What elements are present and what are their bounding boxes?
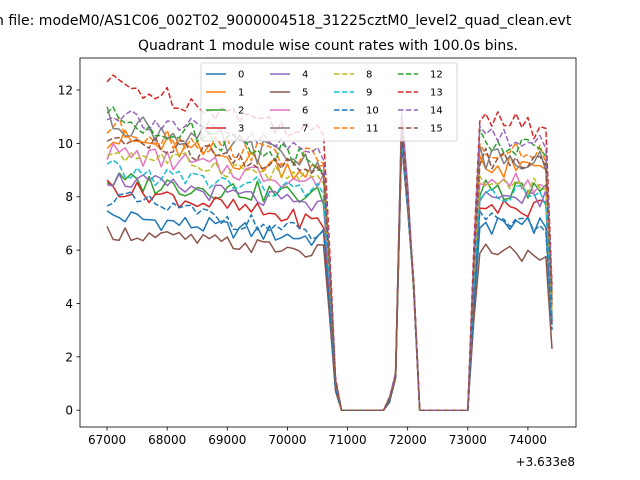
legend-label-9: 9 <box>366 88 372 99</box>
legend-label-11: 11 <box>366 124 379 135</box>
y-tick-label: 8 <box>65 190 73 204</box>
y-tick-label: 10 <box>58 137 73 151</box>
y-tick-label: 12 <box>58 84 73 98</box>
legend-label-3: 3 <box>238 124 244 135</box>
legend-label-14: 14 <box>430 106 443 117</box>
legend-label-8: 8 <box>366 70 372 81</box>
x-tick-label: 72000 <box>389 433 427 447</box>
y-tick-label: 6 <box>65 244 73 258</box>
x-tick-label: 71000 <box>328 433 366 447</box>
series-line-10 <box>106 139 553 411</box>
x-tick-label: 73000 <box>449 433 487 447</box>
x-tick-label: 69000 <box>208 433 246 447</box>
legend-label-1: 1 <box>238 88 244 99</box>
y-tick-label: 4 <box>65 297 73 311</box>
legend-label-7: 7 <box>302 124 308 135</box>
legend-box <box>200 62 458 142</box>
x-tick-label: 68000 <box>148 433 186 447</box>
plot-lines <box>106 74 553 411</box>
legend-label-13: 13 <box>430 88 443 99</box>
figure-suptitle: n file: modeM0/AS1C06_002T02_9000004518_… <box>0 13 572 29</box>
legend-label-12: 12 <box>430 70 443 81</box>
y-tick-label: 0 <box>65 404 73 418</box>
y-tick-label: 2 <box>65 350 73 364</box>
series-line-15 <box>106 129 553 411</box>
series-line-9 <box>106 137 553 411</box>
chart-title: Quadrant 1 module wise count rates with … <box>138 38 518 54</box>
legend-label-6: 6 <box>302 106 308 117</box>
legend-label-0: 0 <box>238 70 244 81</box>
x-tick-label: 74000 <box>509 433 547 447</box>
x-axis-offset-label: +3.633e8 <box>516 455 575 469</box>
x-tick-label: 70000 <box>268 433 306 447</box>
legend-label-2: 2 <box>238 106 244 117</box>
legend-label-15: 15 <box>430 124 443 135</box>
axes-frame <box>79 57 577 428</box>
x-axis-ticks: 67000 68000 69000 70000 71000 72000 73000 74000 <box>88 427 547 447</box>
x-tick-label: 67000 <box>88 433 126 447</box>
legend-label-10: 10 <box>366 106 379 117</box>
legend-label-4: 4 <box>302 70 308 81</box>
legend-label-5: 5 <box>302 88 308 99</box>
y-axis-ticks: 0 2 4 6 8 10 12 <box>58 84 80 418</box>
